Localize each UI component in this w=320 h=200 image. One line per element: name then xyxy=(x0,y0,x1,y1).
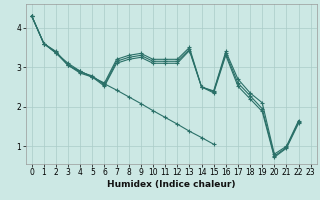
X-axis label: Humidex (Indice chaleur): Humidex (Indice chaleur) xyxy=(107,180,236,189)
